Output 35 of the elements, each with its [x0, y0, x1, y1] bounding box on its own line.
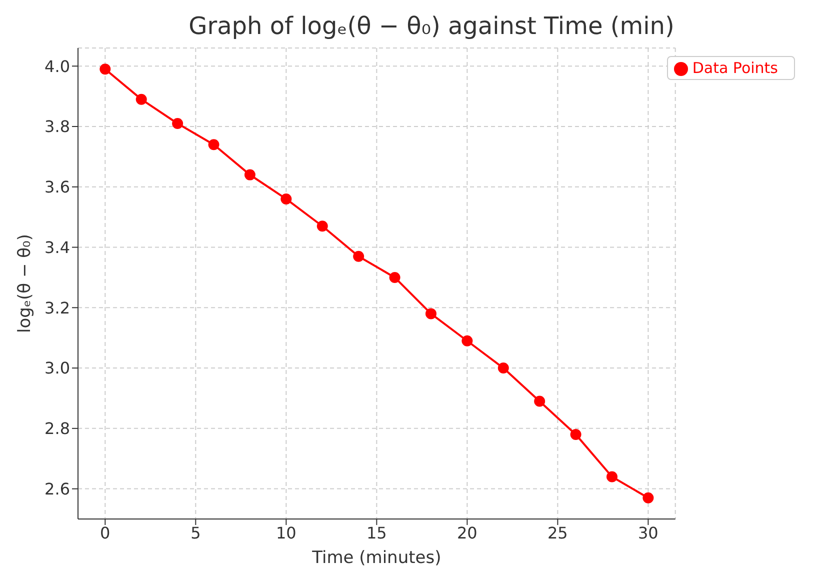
- x-axis-title: Time (minutes): [311, 548, 442, 568]
- point: [100, 64, 111, 75]
- legend-label: Data Points: [692, 59, 778, 77]
- point: [534, 396, 546, 407]
- point: [389, 272, 400, 283]
- point: [353, 250, 364, 262]
- point: [570, 428, 582, 440]
- y-tick-label: 4.0: [44, 56, 70, 76]
- x-tick-label: 15: [366, 523, 387, 542]
- point: [172, 118, 184, 129]
- point: [462, 335, 473, 346]
- point: [280, 193, 292, 204]
- point: [316, 220, 328, 232]
- y-tick-label: 3.2: [44, 298, 70, 318]
- x-tick-label: 0: [100, 523, 110, 542]
- x-tick-label: 30: [638, 523, 658, 542]
- y-tick-label: 3.4: [44, 238, 70, 257]
- x-tick-label: 10: [276, 523, 296, 542]
- y-tick-label: 2.8: [44, 419, 70, 438]
- point: [606, 471, 618, 482]
- x-tick-label: 5: [190, 523, 201, 542]
- y-tick-label: 3.0: [44, 358, 70, 378]
- point: [244, 169, 256, 180]
- x-tick-label: 25: [548, 523, 568, 542]
- point: [136, 94, 147, 105]
- point: [642, 492, 654, 504]
- y-axis-title: logₑ(θ − θ₀): [15, 234, 36, 333]
- y-tick-label: 3.8: [44, 117, 70, 136]
- y-tick-label: 2.6: [44, 479, 70, 498]
- point: [498, 362, 509, 374]
- point: [208, 139, 220, 150]
- chart-title: Graph of logₑ(θ − θ₀) against Time (min): [188, 11, 676, 42]
- y-tick-label: 3.6: [44, 178, 70, 197]
- x-tick-label: 20: [457, 523, 478, 542]
- point: [425, 308, 436, 320]
